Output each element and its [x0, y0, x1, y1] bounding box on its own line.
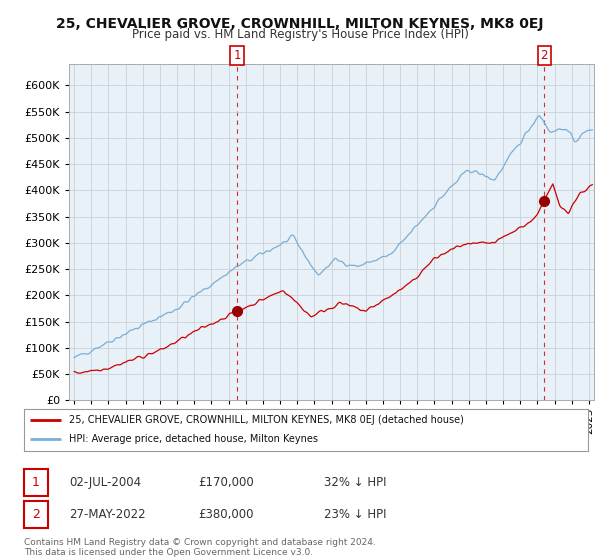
Text: HPI: Average price, detached house, Milton Keynes: HPI: Average price, detached house, Milt… [69, 435, 318, 445]
Text: 32% ↓ HPI: 32% ↓ HPI [324, 475, 386, 489]
Text: 27-MAY-2022: 27-MAY-2022 [69, 507, 146, 521]
Text: 1: 1 [233, 49, 241, 62]
Text: 25, CHEVALIER GROVE, CROWNHILL, MILTON KEYNES, MK8 0EJ: 25, CHEVALIER GROVE, CROWNHILL, MILTON K… [56, 17, 544, 31]
Text: 02-JUL-2004: 02-JUL-2004 [69, 475, 141, 489]
Text: 2: 2 [541, 49, 548, 62]
Text: 25, CHEVALIER GROVE, CROWNHILL, MILTON KEYNES, MK8 0EJ (detached house): 25, CHEVALIER GROVE, CROWNHILL, MILTON K… [69, 415, 464, 425]
Text: £170,000: £170,000 [198, 475, 254, 489]
Text: 1: 1 [32, 475, 40, 489]
Text: £380,000: £380,000 [198, 507, 254, 521]
Text: 2: 2 [32, 507, 40, 521]
Text: 23% ↓ HPI: 23% ↓ HPI [324, 507, 386, 521]
Text: Contains HM Land Registry data © Crown copyright and database right 2024.
This d: Contains HM Land Registry data © Crown c… [24, 538, 376, 557]
Text: Price paid vs. HM Land Registry's House Price Index (HPI): Price paid vs. HM Land Registry's House … [131, 28, 469, 41]
